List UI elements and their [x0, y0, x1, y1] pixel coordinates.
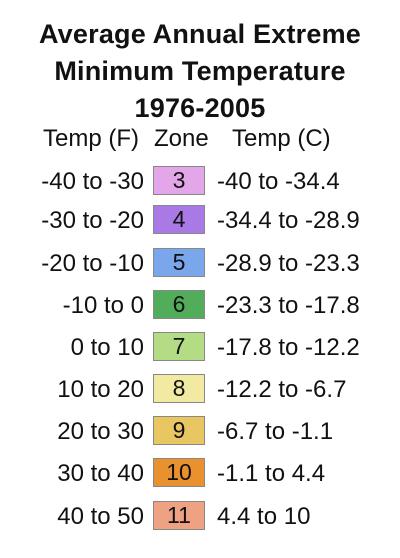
- zone-swatch: 7: [153, 332, 205, 361]
- temp-f-range: 20 to 30: [57, 418, 144, 445]
- zone-swatch: 10: [153, 458, 205, 487]
- temp-f-range: -30 to -20: [41, 207, 144, 234]
- temp-c-range: -40 to -34.4: [217, 168, 340, 195]
- temp-c-range: 4.4 to 10: [217, 503, 311, 530]
- legend-title-line-3: 1976-2005: [134, 93, 266, 123]
- zone-swatch: 6: [153, 290, 205, 319]
- column-header-temp-f: Temp (F): [43, 125, 139, 152]
- zone-swatch: 11: [153, 501, 205, 530]
- zone-row: 40 to 50 11 4.4 to 10: [0, 496, 400, 538]
- zone-row: -40 to -30 3 -40 to -34.4: [0, 161, 400, 203]
- temp-c-range: -34.4 to -28.9: [217, 207, 360, 234]
- temp-c-range: -17.8 to -12.2: [217, 334, 360, 361]
- zone-row: 10 to 20 8 -12.2 to -6.7: [0, 369, 400, 411]
- temp-c-range: -1.1 to 4.4: [217, 460, 326, 487]
- column-header-zone: Zone: [154, 125, 209, 152]
- zone-row: 30 to 40 10 -1.1 to 4.4: [0, 453, 400, 495]
- zone-row: -30 to -20 4 -34.4 to -28.9: [0, 200, 400, 242]
- temp-f-range: 0 to 10: [70, 334, 144, 361]
- column-header-temp-c: Temp (C): [232, 125, 331, 152]
- zone-row: 20 to 30 9 -6.7 to -1.1: [0, 411, 400, 453]
- zone-row: 0 to 10 7 -17.8 to -12.2: [0, 327, 400, 369]
- temp-c-range: -12.2 to -6.7: [217, 376, 347, 403]
- temp-c-range: -23.3 to -17.8: [217, 292, 360, 319]
- temp-f-range: 40 to 50: [57, 503, 144, 530]
- temp-c-range: -6.7 to -1.1: [217, 418, 334, 445]
- temp-f-range: -10 to 0: [62, 292, 144, 319]
- temp-c-range: -28.9 to -23.3: [217, 250, 360, 277]
- zone-swatch: 3: [153, 166, 205, 195]
- temp-f-range: 10 to 20: [57, 376, 144, 403]
- temp-f-range: -40 to -30: [41, 168, 144, 195]
- zone-row: -10 to 0 6 -23.3 to -17.8: [0, 285, 400, 327]
- legend-title-line-2: Minimum Temperature: [54, 56, 346, 86]
- legend-title-line-1: Average Annual Extreme: [38, 19, 362, 49]
- bottom-edge: [0, 546, 400, 558]
- zone-swatch: 5: [153, 248, 205, 277]
- zone-swatch: 9: [153, 416, 205, 445]
- temp-f-range: 30 to 40: [57, 460, 144, 487]
- temp-f-range: -20 to -10: [41, 250, 144, 277]
- zone-swatch: 4: [153, 205, 205, 234]
- zone-row: -20 to -10 5 -28.9 to -23.3: [0, 243, 400, 285]
- zone-swatch: 8: [153, 374, 205, 403]
